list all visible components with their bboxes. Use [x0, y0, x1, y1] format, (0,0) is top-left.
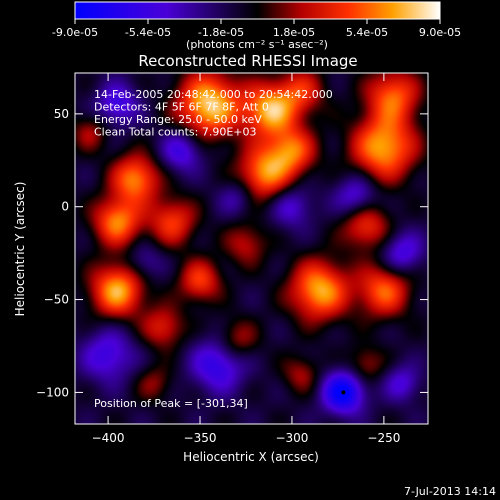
- annotation-line: Energy Range: 25.0 - 50.0 keV: [94, 113, 262, 126]
- y-tick-label: −50: [44, 293, 69, 307]
- y-axis-label: Heliocentric Y (arcsec): [13, 182, 27, 317]
- x-axis-ticks: −400 −350 −300 −250: [92, 73, 400, 445]
- footer-timestamp: 7-Jul-2013 14:14: [404, 485, 496, 498]
- colorbar-ticks: -9.0e-05 -5.4e-05 -1.8e-05 1.8e-05 5.4e-05 9.…: [52, 19, 461, 39]
- x-tick-label: −300: [275, 431, 308, 445]
- chart-title: Reconstructed RHESSI Image: [138, 52, 357, 70]
- x-tick-label: −350: [184, 431, 217, 445]
- peak-position-label: Position of Peak = [-301,34]: [94, 397, 248, 410]
- annotation-line: Detectors: 4F 5F 6F 7F 8F, Att 0: [94, 101, 269, 114]
- colorbar-tick-label: -9.0e-05: [52, 26, 98, 39]
- colorbar-tick-label: 1.8e-05: [273, 26, 315, 39]
- plot-frame: [74, 72, 429, 425]
- y-tick-label: 0: [61, 200, 69, 214]
- colorbar-tick-label: 5.4e-05: [346, 26, 388, 39]
- colorbar-tick-label: -5.4e-05: [125, 26, 171, 39]
- y-tick-label: 50: [54, 107, 69, 121]
- x-tick-label: −250: [367, 431, 400, 445]
- colorbar-unit-label: (photons cm⁻² s⁻¹ asec⁻²): [186, 38, 328, 51]
- colorbar-gradient: [74, 1, 441, 20]
- colorbar-tick-label: -1.8e-05: [198, 26, 244, 39]
- y-tick-label: −100: [36, 385, 69, 399]
- x-axis-label: Heliocentric X (arcsec): [183, 450, 319, 464]
- annotation-block: 14-Feb-2005 20:48:42.000 to 20:54:42.000…: [94, 88, 333, 139]
- heatmap-image: [75, 73, 428, 424]
- colorbar: -9.0e-05 -5.4e-05 -1.8e-05 1.8e-05 5.4e-05 9.…: [52, 1, 461, 51]
- y-axis-ticks: 50 0 −50 −100: [36, 107, 428, 399]
- peak-marker: [341, 390, 346, 395]
- x-tick-label: −400: [92, 431, 125, 445]
- annotation-line: 14-Feb-2005 20:48:42.000 to 20:54:42.000: [94, 88, 333, 101]
- colorbar-tick-label: 9.0e-05: [419, 26, 461, 39]
- annotation-line: Clean Total counts: 7.90E+03: [94, 126, 257, 139]
